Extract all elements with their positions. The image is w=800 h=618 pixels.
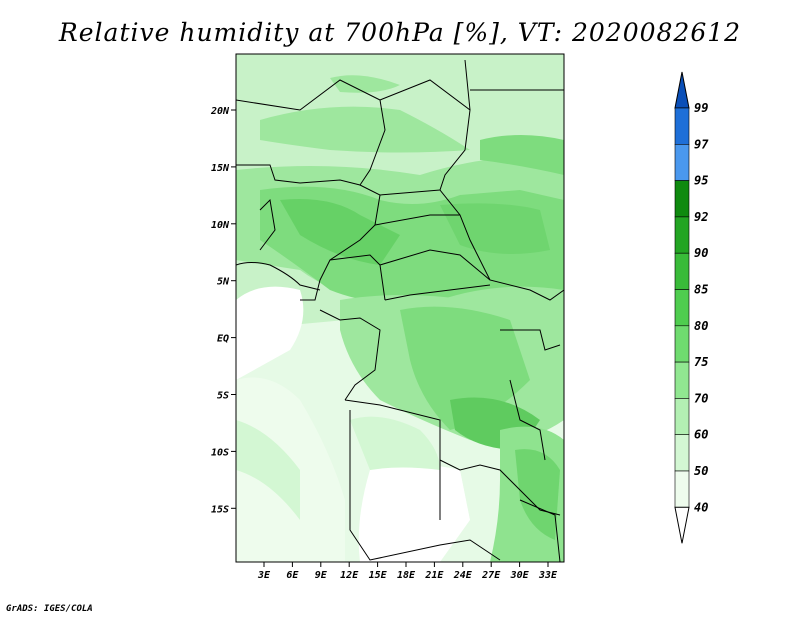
lat-tick-label: EQ (217, 334, 229, 345)
colorbar-segment (674, 180, 690, 218)
colorbar-top-arrow (674, 71, 690, 109)
colorbar-label: 85 (694, 283, 708, 297)
colorbar-segment (674, 325, 690, 363)
colorbar-segment (674, 216, 690, 254)
lat-tick-label: 20N (210, 106, 230, 117)
colorbar-label: 50 (694, 464, 708, 478)
grads-credit: GrADS: IGES/COLA (6, 604, 93, 614)
lon-tick-label: 15E (369, 570, 388, 581)
lon-tick-label: 9E (315, 570, 328, 581)
lat-tick-label: 5S (217, 391, 229, 402)
lat-tick-label: 15N (211, 163, 230, 174)
colorbar-segment (674, 289, 690, 327)
colorbar-label: 95 (694, 174, 708, 188)
lon-tick-label: 6E (286, 570, 299, 581)
colorbar-label: 40 (694, 500, 708, 514)
latitude-axis: 20N 15N 10N 5N EQ 5S 10S 15S (210, 106, 236, 515)
lat-tick-label: 10N (211, 220, 230, 231)
lon-tick-label: 27E (481, 570, 501, 581)
colorbar-label: 70 (694, 391, 708, 405)
longitude-axis: 3E 6E 9E 12E 15E 18E 21E 24E 27E 30E 33E (257, 562, 558, 581)
colorbar-bottom-arrow (674, 506, 690, 544)
colorbar-segment (674, 107, 690, 145)
colorbar-label: 75 (694, 355, 708, 369)
lon-tick-label: 18E (397, 570, 416, 581)
country-borders (236, 59, 564, 562)
colorbar-segment (674, 470, 690, 508)
lon-tick-label: 33E (538, 570, 558, 581)
colorbar-label: 92 (694, 210, 708, 224)
colorbar-segment (674, 252, 690, 290)
lon-tick-label: 21E (424, 570, 444, 581)
colorbar: 99 97 95 92 90 85 80 75 70 60 50 40 (674, 71, 709, 544)
colorbar-segment (674, 361, 690, 399)
colorbar-label: 90 (694, 246, 708, 260)
colorbar-segment (674, 144, 690, 181)
colorbar-label: 99 (694, 101, 708, 115)
colorbar-label: 97 (694, 137, 709, 151)
colorbar-label: 80 (694, 319, 708, 333)
chart-title: Relative humidity at 700hPa [%], VT: 202… (58, 18, 742, 47)
lat-tick-label: 15S (211, 504, 229, 515)
colorbar-label: 60 (694, 428, 708, 442)
colorbar-segment (674, 434, 690, 472)
lon-tick-label: 12E (340, 570, 359, 581)
lon-tick-label: 24E (453, 570, 473, 581)
map-frame (235, 53, 565, 563)
lat-tick-label: 5N (217, 277, 230, 288)
lon-tick-label: 3E (257, 570, 271, 581)
lat-tick-label: 10S (211, 447, 229, 458)
colorbar-segment (674, 398, 690, 435)
humidity-field (236, 54, 564, 562)
lon-tick-label: 30E (510, 570, 530, 581)
